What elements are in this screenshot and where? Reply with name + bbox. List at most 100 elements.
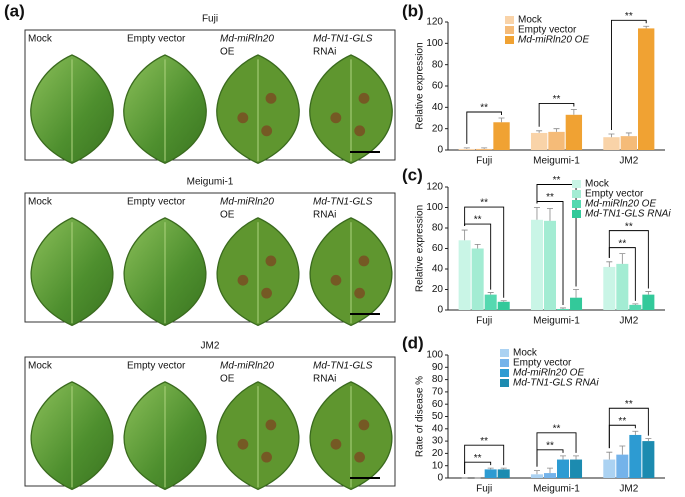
x-tick-label: JM2: [619, 316, 638, 327]
significance-bracket: [464, 444, 505, 474]
significance-bracket: [464, 206, 505, 298]
y-tick-label: 40: [432, 102, 444, 113]
y-tick-label: 120: [426, 182, 443, 193]
error-bar: [487, 467, 494, 470]
leaf-label: Md-miRln20: [220, 34, 274, 45]
lesion: [354, 287, 365, 299]
significance-bracket: [608, 407, 649, 449]
x-tick-label: Fuji: [476, 156, 492, 167]
lesion: [237, 274, 249, 286]
legend-label: Empty vector: [513, 358, 572, 369]
y-tick-label: 120: [426, 17, 443, 28]
significance-bracket: [536, 432, 577, 467]
significance-label: **: [625, 11, 633, 22]
error-bar: [546, 467, 553, 474]
error-bar: [619, 445, 626, 455]
panel-label: (a): [4, 1, 25, 20]
legend-label: Empty vector: [585, 189, 644, 200]
bar: [543, 473, 556, 478]
error-bar: [474, 244, 481, 249]
leaf: [216, 54, 300, 165]
bar: [642, 294, 655, 310]
leaf-label: Md-TN1-GLS: [313, 361, 373, 372]
significance-label: **: [480, 198, 488, 209]
bar: [620, 136, 638, 150]
bar: [570, 297, 583, 310]
x-tick-label: Meigumi-1: [533, 156, 580, 167]
significance-label: **: [553, 424, 561, 435]
leaf-label: OE: [220, 374, 235, 385]
leaf: [309, 381, 393, 491]
error-bar: [632, 303, 639, 305]
error-bar: [573, 455, 580, 460]
error-bar: [645, 438, 652, 442]
row-title: Fuji: [202, 14, 218, 25]
error-bar: [608, 133, 615, 138]
lesion: [261, 451, 272, 463]
leaf-label: RNAi: [313, 47, 336, 58]
error-bar: [536, 130, 543, 133]
bar: [603, 137, 620, 150]
bar: [548, 131, 565, 150]
legend-label: Md-miRln20 OE: [585, 199, 656, 210]
x-tick-label: Meigumi-1: [533, 316, 580, 327]
legend-label: Mock: [518, 15, 543, 26]
legend-swatch: [505, 26, 514, 34]
legend-label: Empty vector: [518, 25, 577, 36]
lesion: [330, 438, 342, 450]
leaf: [216, 381, 300, 491]
error-bar: [533, 470, 540, 475]
leaf-label: Mock: [28, 361, 53, 372]
legend-swatch: [500, 349, 509, 357]
leaf: [123, 217, 207, 327]
bar: [458, 148, 475, 150]
legend-swatch: [505, 16, 514, 24]
y-tick-label: 80: [432, 223, 444, 234]
lesion: [261, 287, 272, 299]
bar: [616, 454, 629, 478]
bar: [471, 248, 484, 310]
leaf-label: Mock: [28, 34, 53, 45]
significance-bracket: [538, 103, 575, 127]
leaf-label: OE: [220, 47, 235, 58]
panel-label: (b): [402, 1, 424, 20]
significance-label: **: [480, 103, 488, 114]
significance-bracket: [611, 19, 647, 130]
x-tick-label: JM2: [619, 156, 638, 167]
leaf: [30, 381, 114, 491]
bar: [543, 220, 556, 310]
significance-label: **: [618, 238, 626, 249]
leaf-label: Md-TN1-GLS: [313, 34, 373, 45]
y-axis-label: Relative expression: [415, 42, 426, 129]
x-tick-label: Meigumi-1: [533, 484, 580, 495]
error-bar: [500, 300, 507, 302]
y-tick-label: 100: [426, 202, 443, 213]
y-tick-label: 50: [432, 411, 444, 422]
bar: [530, 474, 543, 478]
error-bar: [533, 207, 540, 220]
y-tick-label: 60: [432, 81, 444, 92]
lesion: [237, 438, 249, 450]
y-tick-label: 0: [437, 473, 443, 484]
y-tick-label: 60: [432, 243, 444, 254]
leaf-label: RNAi: [313, 210, 336, 221]
legend-swatch: [500, 359, 509, 367]
y-tick-label: 10: [432, 460, 444, 471]
leaf: [123, 381, 207, 491]
y-tick-label: 90: [432, 362, 444, 373]
error-bar: [461, 229, 468, 241]
significance-label: **: [553, 94, 561, 105]
lesion: [358, 255, 370, 267]
bar: [629, 304, 642, 310]
error-bar: [553, 128, 560, 132]
significance-label: **: [474, 453, 482, 464]
leaf-label: Md-miRln20: [220, 361, 274, 372]
row-title: JM2: [201, 341, 220, 352]
significance-bracket: [608, 230, 649, 289]
y-tick-label: 80: [432, 374, 444, 385]
y-tick-label: 100: [426, 350, 443, 361]
y-tick-label: 30: [432, 436, 444, 447]
lesion: [354, 125, 366, 137]
bar: [484, 294, 497, 310]
